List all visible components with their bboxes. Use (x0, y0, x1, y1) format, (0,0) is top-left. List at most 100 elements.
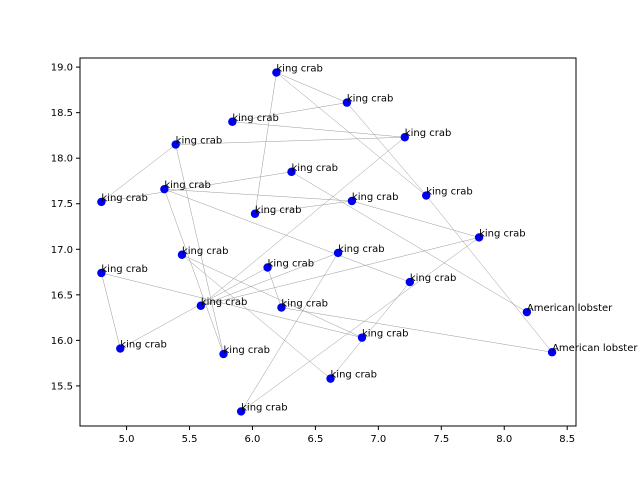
points-layer (97, 68, 557, 416)
point-label: king crab (362, 329, 409, 340)
data-point (405, 277, 415, 287)
data-point (333, 248, 343, 258)
point-label: king crab (255, 205, 302, 216)
data-point (171, 140, 180, 149)
data-point (474, 233, 484, 242)
edge-line (291, 171, 528, 313)
edge-line (281, 307, 553, 353)
data-point (400, 133, 409, 142)
point-label: king crab (426, 187, 473, 198)
edge-line (181, 254, 331, 379)
edge-line (101, 272, 363, 338)
edge-line (254, 200, 352, 215)
point-label: king crab (164, 180, 211, 191)
edge-line (200, 252, 339, 306)
edges-layer (101, 72, 553, 412)
data-point (272, 68, 281, 77)
edge-line (254, 72, 277, 214)
point-label: king crab (101, 264, 148, 275)
edge-line (276, 72, 347, 103)
y-tick-label: 17.0 (51, 245, 73, 256)
point-label: king crab (201, 297, 248, 308)
x-tick-label: 6.5 (307, 434, 323, 445)
x-tick-label: 7.0 (370, 434, 386, 445)
point-labels-layer: king crab king crab king crab king crab king… (101, 64, 638, 414)
edge-line (240, 237, 480, 412)
data-point (287, 167, 296, 177)
data-point (160, 184, 169, 194)
x-axis: 5.0 5.5 6.0 6.5 7.0 7.5 8.0 8.5 (119, 426, 575, 445)
x-tick-label: 5.0 (119, 434, 135, 445)
edge-line (164, 189, 224, 355)
edge-line (425, 195, 553, 353)
point-label: king crab (120, 340, 167, 351)
point-label: king crab (176, 136, 223, 147)
edge-line (101, 144, 176, 203)
x-tick-label: 7.5 (433, 434, 449, 445)
edge-line (267, 267, 282, 308)
point-label: king crab (291, 163, 338, 174)
point-label: king crab (224, 345, 271, 356)
y-tick-label: 18.0 (51, 154, 73, 165)
edge-line (232, 121, 405, 138)
point-label: king crab (338, 244, 385, 255)
data-point (326, 374, 335, 383)
point-label: king crab (182, 246, 229, 257)
edge-line (164, 188, 352, 202)
edge-line (175, 136, 405, 145)
edge-line (175, 144, 224, 355)
point-label: king crab (347, 94, 394, 105)
data-point (228, 117, 237, 126)
y-tick-label: 16.0 (51, 336, 73, 347)
edge-line (101, 272, 121, 349)
edge-line (200, 237, 480, 307)
edge-line (232, 102, 347, 123)
data-point (342, 98, 352, 107)
data-point (196, 301, 206, 310)
plot-frame (79, 57, 577, 427)
edge-line (164, 188, 410, 283)
point-label: king crab (268, 259, 315, 270)
point-label: American lobster (552, 343, 638, 354)
edge-line (120, 267, 268, 349)
data-point (522, 307, 532, 317)
data-point (357, 333, 367, 342)
point-label: king crab (479, 228, 526, 239)
data-point (547, 348, 557, 357)
edge-line (351, 200, 480, 238)
data-point (421, 191, 431, 200)
point-label: American lobster (527, 303, 613, 314)
y-tick-label: 16.5 (51, 290, 73, 301)
data-point (97, 197, 106, 207)
data-point (97, 268, 106, 278)
edge-line (330, 281, 411, 379)
point-label: king crab (410, 273, 457, 284)
y-tick-label: 18.5 (51, 108, 73, 119)
point-label: king crab (281, 299, 328, 310)
point-label: king crab (352, 192, 399, 203)
edge-line (346, 102, 427, 196)
point-label: king crab (276, 64, 323, 75)
y-tick-label: 19.0 (51, 63, 73, 74)
edge-line (101, 171, 292, 203)
point-label: king crab (101, 193, 148, 204)
data-point (116, 344, 125, 353)
data-point (277, 303, 286, 312)
x-tick-label: 5.5 (182, 434, 198, 445)
y-tick-label: 17.5 (51, 199, 73, 210)
edge-line (200, 137, 405, 306)
x-tick-label: 6.0 (245, 434, 261, 445)
data-point (177, 250, 187, 259)
edge-line (276, 72, 427, 196)
point-label: king crab (232, 113, 279, 124)
point-label: king crab (241, 402, 288, 413)
x-tick-label: 8.5 (559, 434, 575, 445)
y-axis: 15.5 16.0 16.5 17.0 17.5 18.0 18.5 19.0 (51, 63, 80, 392)
y-tick-label: 15.5 (51, 381, 73, 392)
x-tick-label: 8.0 (496, 434, 512, 445)
data-point (347, 196, 357, 206)
point-label: king crab (331, 370, 378, 381)
edge-line (240, 252, 339, 412)
data-point (219, 349, 228, 359)
data-point (236, 407, 246, 416)
